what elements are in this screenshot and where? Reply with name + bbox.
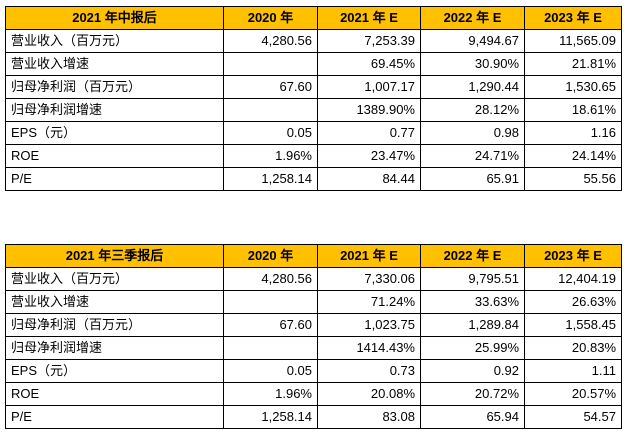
forecast-table-q3: 2021 年三季报后 2020 年 2021 年 E 2022 年 E 2023… (5, 244, 622, 429)
table-cell: 1,258.14 (223, 167, 318, 191)
row-label: 营业收入增速 (5, 52, 224, 76)
table-cell: 1,290.44 (420, 75, 525, 99)
column-header: 2020 年 (223, 244, 318, 268)
table-row: EPS（元） 0.05 0.73 0.92 1.11 (5, 359, 622, 383)
table-title: 2021 年三季报后 (5, 244, 224, 268)
table-cell: 1,007.17 (317, 75, 421, 99)
table-row: 营业收入（百万元） 4,280.56 7,253.39 9,494.67 11,… (5, 29, 622, 53)
table-row: ROE 1.96% 20.08% 20.72% 20.57% (5, 382, 622, 406)
table-cell: 20.83% (524, 336, 622, 360)
row-label: 归母净利润（百万元） (5, 313, 224, 337)
table-cell: 33.63% (420, 290, 525, 314)
table-row: 归母净利润（百万元） 67.60 1,007.17 1,290.44 1,530… (5, 75, 622, 99)
table-cell: 20.08% (317, 382, 421, 406)
table-cell: 1,023.75 (317, 313, 421, 337)
table-cell: 1,289.84 (420, 313, 525, 337)
row-label: P/E (5, 167, 224, 191)
column-header: 2022 年 E (420, 244, 525, 268)
table-cell: 1,258.14 (223, 405, 318, 429)
row-label: 归母净利润（百万元） (5, 75, 224, 99)
table-cell: 4,280.56 (223, 29, 318, 53)
table-cell: 24.14% (524, 144, 622, 168)
table-cell: 30.90% (420, 52, 525, 76)
table-row: 营业收入增速 69.45% 30.90% 21.81% (5, 52, 622, 76)
table-cell: 20.72% (420, 382, 525, 406)
table-header-row: 2021 年三季报后 2020 年 2021 年 E 2022 年 E 2023… (5, 244, 622, 268)
table-cell: 0.05 (223, 121, 318, 145)
table-cell: 18.61% (524, 98, 622, 122)
row-label: ROE (5, 144, 224, 168)
table-cell: 24.71% (420, 144, 525, 168)
table-row: P/E 1,258.14 84.44 65.91 55.56 (5, 167, 622, 191)
table-cell (223, 290, 318, 314)
table-header-row: 2021 年中报后 2020 年 2021 年 E 2022 年 E 2023 … (5, 6, 622, 30)
table-cell: 55.56 (524, 167, 622, 191)
table-cell: 1,530.65 (524, 75, 622, 99)
table-cell: 1.11 (524, 359, 622, 383)
table-cell: 4,280.56 (223, 267, 318, 291)
table-cell: 0.05 (223, 359, 318, 383)
table-cell: 11,565.09 (524, 29, 622, 53)
table-cell: 71.24% (317, 290, 421, 314)
table-cell: 67.60 (223, 75, 318, 99)
row-label: EPS（元） (5, 359, 224, 383)
table-cell (223, 98, 318, 122)
table-cell: 0.73 (317, 359, 421, 383)
table-title: 2021 年中报后 (5, 6, 224, 30)
row-label: EPS（元） (5, 121, 224, 145)
table-row: 归母净利润增速 1389.90% 28.12% 18.61% (5, 98, 622, 122)
row-label: 归母净利润增速 (5, 336, 224, 360)
column-header: 2023 年 E (524, 6, 622, 30)
table-cell: 23.47% (317, 144, 421, 168)
table-cell (223, 52, 318, 76)
table-cell: 65.94 (420, 405, 525, 429)
table-cell: 67.60 (223, 313, 318, 337)
table-cell: 9,795.51 (420, 267, 525, 291)
table-cell: 54.57 (524, 405, 622, 429)
table-cell: 0.77 (317, 121, 421, 145)
table-cell: 9,494.67 (420, 29, 525, 53)
table-cell: 1.16 (524, 121, 622, 145)
table-cell: 83.08 (317, 405, 421, 429)
table-cell: 25.99% (420, 336, 525, 360)
column-header: 2021 年 E (317, 6, 421, 30)
column-header: 2020 年 (223, 6, 318, 30)
table-cell: 0.92 (420, 359, 525, 383)
table-row: 营业收入（百万元） 4,280.56 7,330.06 9,795.51 12,… (5, 267, 622, 291)
table-cell: 1389.90% (317, 98, 421, 122)
table-cell: 1.96% (223, 144, 318, 168)
table-row: P/E 1,258.14 83.08 65.94 54.57 (5, 405, 622, 429)
table-cell: 7,330.06 (317, 267, 421, 291)
forecast-table-interim: 2021 年中报后 2020 年 2021 年 E 2022 年 E 2023 … (5, 6, 622, 191)
table-row: 营业收入增速 71.24% 33.63% 26.63% (5, 290, 622, 314)
table-cell: 84.44 (317, 167, 421, 191)
table-cell: 1,558.45 (524, 313, 622, 337)
row-label: 营业收入（百万元） (5, 267, 224, 291)
column-header: 2021 年 E (317, 244, 421, 268)
row-label: 归母净利润增速 (5, 98, 224, 122)
table-cell: 65.91 (420, 167, 525, 191)
table-cell: 1.96% (223, 382, 318, 406)
row-label: 营业收入增速 (5, 290, 224, 314)
table-cell: 21.81% (524, 52, 622, 76)
table-cell: 26.63% (524, 290, 622, 314)
table-cell: 7,253.39 (317, 29, 421, 53)
row-label: 营业收入（百万元） (5, 29, 224, 53)
table-row: ROE 1.96% 23.47% 24.71% 24.14% (5, 144, 622, 168)
table-row: 归母净利润增速 1414.43% 25.99% 20.83% (5, 336, 622, 360)
table-cell: 0.98 (420, 121, 525, 145)
table-cell: 1414.43% (317, 336, 421, 360)
table-cell: 20.57% (524, 382, 622, 406)
row-label: P/E (5, 405, 224, 429)
table-cell (223, 336, 318, 360)
table-row: EPS（元） 0.05 0.77 0.98 1.16 (5, 121, 622, 145)
table-row: 归母净利润（百万元） 67.60 1,023.75 1,289.84 1,558… (5, 313, 622, 337)
column-header: 2022 年 E (420, 6, 525, 30)
table-cell: 12,404.19 (524, 267, 622, 291)
column-header: 2023 年 E (524, 244, 622, 268)
table-cell: 69.45% (317, 52, 421, 76)
row-label: ROE (5, 382, 224, 406)
table-cell: 28.12% (420, 98, 525, 122)
